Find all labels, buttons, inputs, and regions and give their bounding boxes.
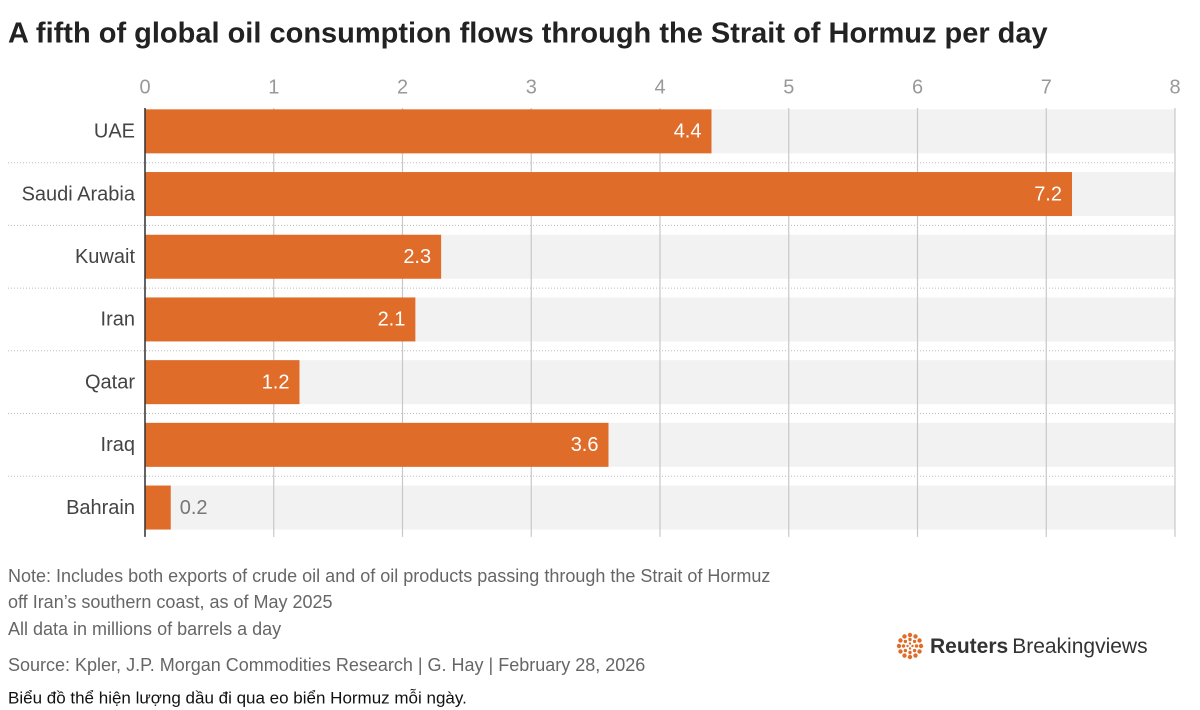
x-tick-label: 3 bbox=[526, 76, 537, 98]
y-tick-label: Kuwait bbox=[75, 246, 135, 268]
bar bbox=[145, 234, 442, 279]
logo-dot bbox=[901, 644, 906, 648]
logo: Reuters Breakingviews bbox=[930, 635, 1148, 658]
logo-dot bbox=[903, 639, 908, 644]
data-label: 0.2 bbox=[180, 497, 208, 519]
logo-dot bbox=[918, 643, 924, 649]
bar bbox=[145, 360, 300, 405]
data-label: 4.4 bbox=[674, 121, 702, 143]
logo-dot bbox=[906, 644, 909, 648]
logo-dot bbox=[896, 643, 902, 649]
y-tick-label: Iran bbox=[101, 309, 135, 331]
logo-dot bbox=[914, 644, 919, 648]
note: Note: Includes both exports of crude oil… bbox=[8, 566, 770, 586]
x-tick-label: 8 bbox=[1169, 76, 1180, 98]
logo-dot bbox=[898, 649, 903, 654]
bar bbox=[145, 297, 416, 342]
x-tick-label: 5 bbox=[783, 76, 794, 98]
logo-dot bbox=[912, 639, 917, 644]
y-tick-label: Bahrain bbox=[66, 497, 135, 519]
x-tick-label: 0 bbox=[139, 76, 150, 98]
logo-dot bbox=[898, 638, 903, 643]
x-tick-label: 2 bbox=[397, 76, 408, 98]
caption: Biểu đồ thể hiện lượng dầu đi qua eo biể… bbox=[8, 688, 467, 707]
note: off Iran’s southern coast, as of May 202… bbox=[8, 592, 333, 612]
logo-dot bbox=[902, 634, 907, 639]
y-tick-label: Saudi Arabia bbox=[22, 183, 136, 205]
bar bbox=[145, 109, 712, 154]
logo-dot bbox=[908, 637, 912, 642]
data-label: 2.1 bbox=[378, 309, 406, 331]
logo-dot bbox=[913, 653, 918, 658]
y-tick-label: Iraq bbox=[101, 434, 135, 456]
logo-dot bbox=[917, 638, 922, 643]
data-label: 2.3 bbox=[403, 246, 431, 268]
source: Source: Kpler, J.P. Morgan Commodities R… bbox=[8, 655, 645, 675]
logo-dot bbox=[903, 648, 908, 653]
logo-dot bbox=[912, 648, 917, 653]
logo-dot bbox=[908, 642, 912, 645]
logo-icon bbox=[896, 632, 924, 660]
x-tick-label: 6 bbox=[912, 76, 923, 98]
x-tick-label: 4 bbox=[654, 76, 665, 98]
logo-dot bbox=[908, 647, 912, 650]
data-label: 7.2 bbox=[1034, 183, 1062, 205]
chart-title: A fifth of global oil consumption flows … bbox=[8, 18, 1048, 50]
logo-dot bbox=[917, 649, 922, 654]
logo-product: Breakingviews bbox=[1012, 635, 1147, 658]
logo-dot bbox=[902, 653, 907, 658]
logo-dot bbox=[907, 654, 913, 660]
logo-dot bbox=[908, 650, 912, 655]
bar bbox=[145, 172, 1072, 217]
y-tick-label: Qatar bbox=[85, 371, 135, 393]
logo-dot bbox=[913, 634, 918, 639]
data-label: 3.6 bbox=[571, 434, 599, 456]
bar bbox=[145, 485, 171, 530]
bar bbox=[145, 422, 609, 467]
logo-brand: Reuters bbox=[930, 635, 1008, 658]
y-tick-label: UAE bbox=[94, 121, 135, 143]
logo-dot bbox=[907, 632, 913, 638]
logo-dot bbox=[911, 644, 914, 648]
note: All data in millions of barrels a day bbox=[8, 619, 281, 639]
x-tick-label: 7 bbox=[1041, 76, 1052, 98]
data-label: 1.2 bbox=[262, 371, 290, 393]
x-tick-label: 1 bbox=[268, 76, 279, 98]
